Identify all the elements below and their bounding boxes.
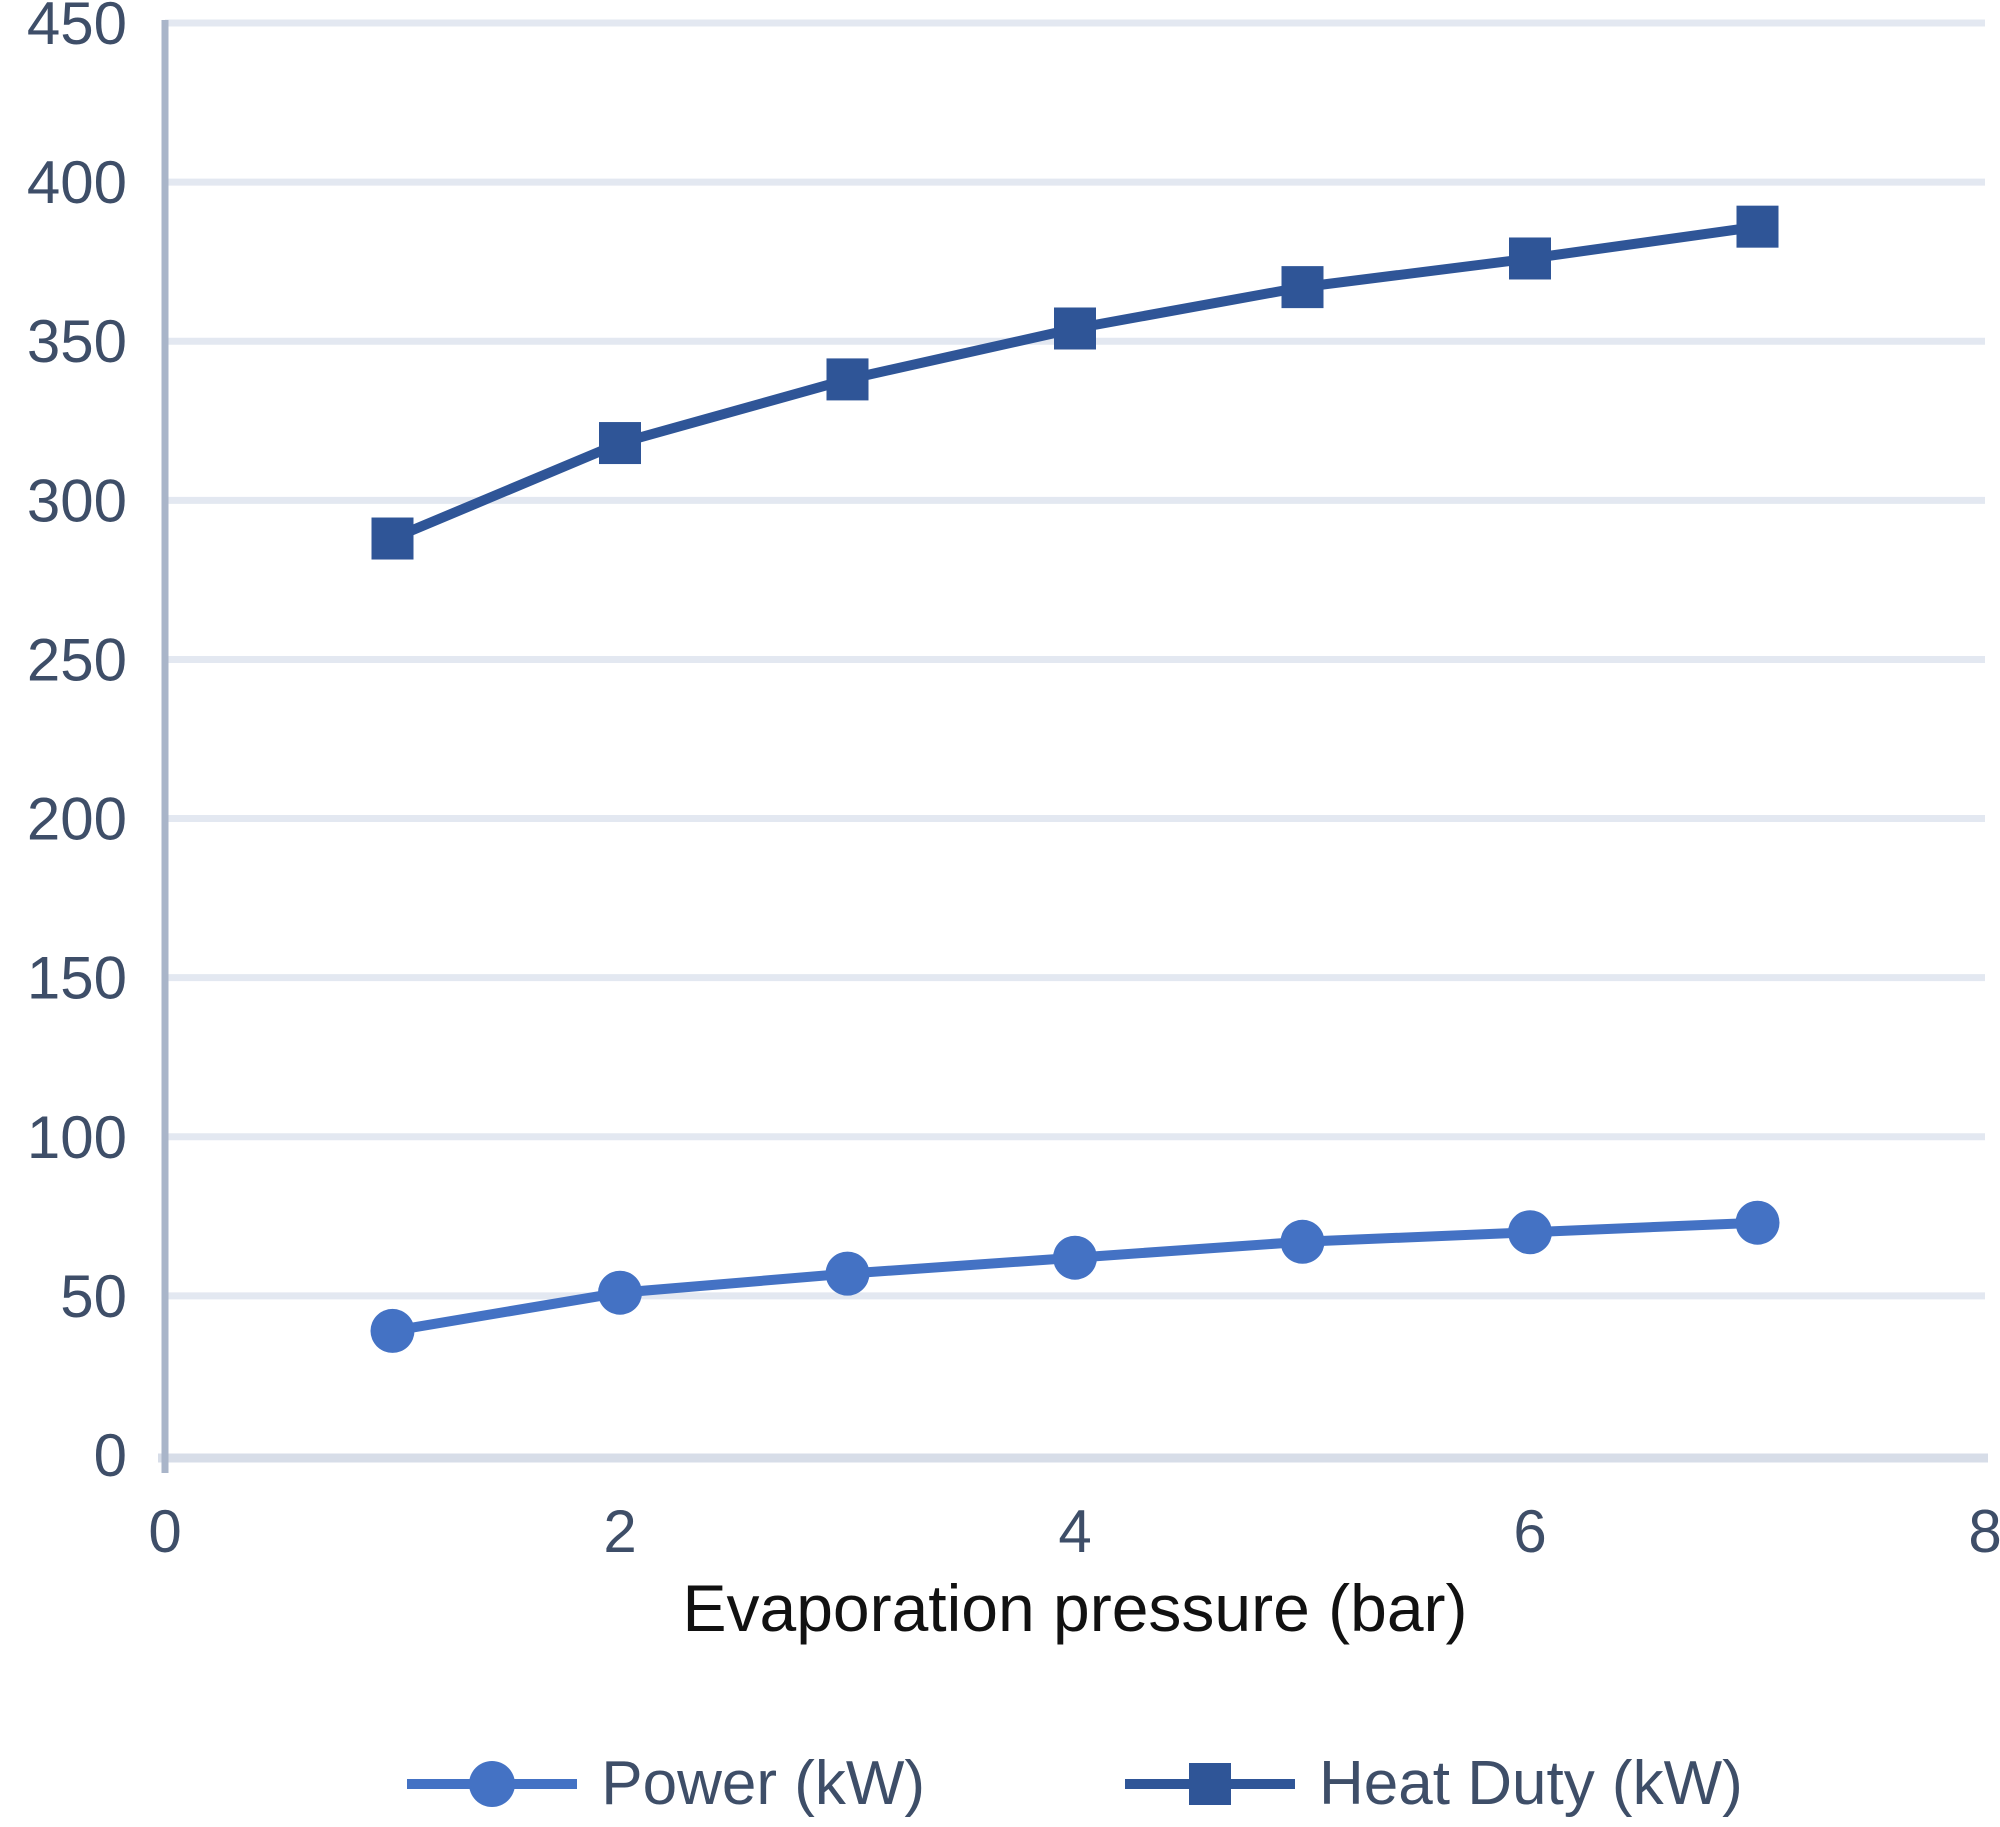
x-tick-label-6: 6	[1513, 1498, 1546, 1565]
legend-label-power: Power (kW)	[601, 1749, 926, 1818]
marker-power-kw-x4	[1053, 1235, 1097, 1280]
y-tick-label-100: 100	[27, 1104, 127, 1171]
legend-circle-marker-icon	[469, 1760, 516, 1807]
y-tick-label-400: 400	[27, 149, 127, 216]
y-tick-label-200: 200	[27, 786, 127, 853]
x-axis-title: Evaporation pressure (bar)	[682, 1571, 1468, 1645]
legend-item-heat-duty: Heat Duty (kW)	[1125, 1748, 1743, 1819]
marker-heat-duty-kw-x4	[1054, 307, 1096, 350]
y-tick-label-300: 300	[27, 467, 127, 534]
y-tick-label-350: 350	[27, 308, 127, 375]
marker-power-kw-x3	[825, 1251, 870, 1296]
marker-heat-duty-kw-x7	[1736, 205, 1779, 248]
marker-power-kw-x5	[1280, 1219, 1325, 1264]
marker-power-kw-x2	[598, 1270, 642, 1315]
x-tick-label-4: 4	[1058, 1498, 1091, 1565]
legend: Power (kW) Heat Duty (kW)	[165, 1748, 1985, 1819]
legend-item-power: Power (kW)	[407, 1748, 925, 1819]
marker-heat-duty-kw-x2	[599, 422, 641, 465]
marker-power-kw-x1	[370, 1308, 415, 1353]
y-tick-label-50: 50	[60, 1263, 127, 1330]
legend-square-marker-icon	[1189, 1762, 1232, 1805]
heat-duty-series-swatch-icon	[1125, 1762, 1296, 1805]
series-line-heat-duty-kw	[387, 221, 1763, 544]
x-tick-label-2: 2	[603, 1498, 636, 1565]
x-tick-label-0: 0	[148, 1498, 181, 1565]
x-tick-label-8: 8	[1968, 1498, 2000, 1565]
marker-power-kw-x7	[1735, 1200, 1780, 1245]
y-tick-label-0: 0	[94, 1422, 127, 1489]
marker-heat-duty-kw-x5	[1281, 266, 1324, 309]
y-tick-label-450: 450	[27, 0, 127, 57]
marker-heat-duty-kw-x1	[371, 517, 414, 560]
marker-heat-duty-kw-x6	[1509, 237, 1551, 280]
marker-heat-duty-kw-x3	[826, 358, 869, 401]
y-tick-label-150: 150	[27, 945, 127, 1012]
marker-power-kw-x6	[1508, 1210, 1552, 1255]
power-series-swatch-icon	[407, 1760, 578, 1807]
legend-label-heat-duty: Heat Duty (kW)	[1319, 1749, 1743, 1818]
y-tick-label-250: 250	[27, 626, 127, 693]
